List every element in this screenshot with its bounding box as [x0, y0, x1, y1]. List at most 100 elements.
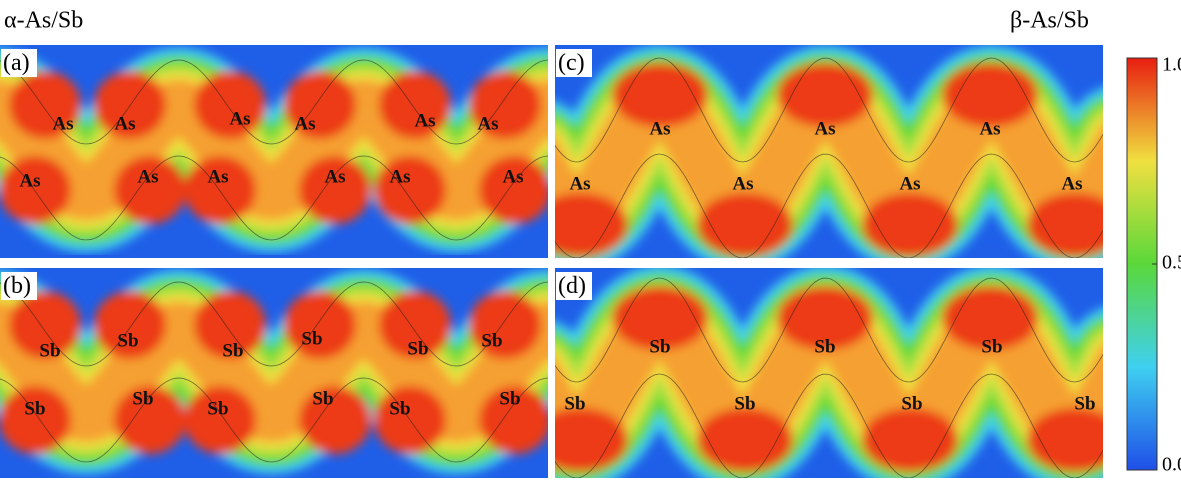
elf-lobe	[942, 286, 1038, 350]
atom-label: Sb	[901, 393, 922, 414]
elf-lobe	[194, 71, 266, 139]
atom-label: Sb	[734, 393, 755, 414]
elf-band	[0, 301, 548, 443]
elf-lobe	[942, 63, 1038, 127]
elf-lobe	[555, 408, 628, 472]
elf-lobe	[299, 386, 371, 454]
elf-lobe	[777, 286, 873, 350]
atom-label: As	[294, 113, 315, 134]
atom-label: As	[389, 166, 410, 187]
atom-label: Sb	[132, 388, 153, 409]
elf-lobe	[9, 291, 81, 359]
atom-label: As	[52, 113, 73, 134]
elf-lobe	[379, 71, 451, 139]
atom-label: Sb	[24, 398, 45, 419]
atom-label: Sb	[39, 340, 60, 361]
elf-lobe	[469, 71, 541, 139]
atom-label: As	[732, 173, 753, 194]
elf-lobe	[862, 193, 958, 257]
elf-lobe	[94, 291, 166, 359]
elf-panel	[0, 45, 548, 258]
atom-label: Sb	[481, 330, 502, 351]
atom-label: Sb	[222, 340, 243, 361]
atom-label: As	[229, 108, 250, 129]
panel-label-bg	[556, 272, 592, 300]
atom-label: Sb	[301, 328, 322, 349]
elf-lobe	[9, 71, 81, 139]
atom-label: As	[569, 173, 590, 194]
elf-lobe	[555, 193, 628, 257]
elf-lobe	[0, 156, 71, 224]
elf-panel	[555, 268, 1103, 478]
contour	[0, 281, 548, 367]
atom-label: Sb	[312, 388, 333, 409]
elf-lobe	[479, 386, 548, 454]
contour	[0, 377, 548, 463]
elf-lobe	[299, 156, 371, 224]
contour	[555, 153, 1103, 258]
panel-label: (d)	[558, 273, 586, 299]
elf-lobe	[379, 291, 451, 359]
atom-label: Sb	[117, 330, 138, 351]
elf-band	[0, 79, 548, 221]
atom-label: Sb	[1074, 393, 1095, 414]
elf-lobe	[862, 408, 958, 472]
atom-label: Sb	[389, 398, 410, 419]
elf-lobe	[184, 156, 256, 224]
atom-label: As	[814, 118, 835, 139]
elf-lobe	[284, 291, 356, 359]
atom-label: As	[19, 170, 40, 191]
atom-label: As	[1061, 173, 1082, 194]
elf-panel	[555, 45, 1103, 258]
panel-label-bg	[556, 49, 592, 77]
elf-lobe	[1027, 193, 1103, 257]
elf-map	[0, 269, 548, 475]
elf-lobe	[1027, 408, 1103, 472]
atom-label: Sb	[564, 393, 585, 414]
panel-label: (b)	[3, 273, 31, 299]
atom-label: As	[137, 166, 158, 187]
atom-label: As	[324, 166, 345, 187]
elf-lobe	[469, 291, 541, 359]
left-title: α-As/Sb	[4, 8, 83, 34]
elf-lobe	[194, 291, 266, 359]
contour	[555, 373, 1103, 478]
panel-label: (c)	[558, 50, 585, 76]
elf-lobe	[0, 386, 71, 454]
elf-panel	[0, 268, 548, 478]
elf-lobe	[612, 286, 708, 350]
elf-lobe	[374, 156, 446, 224]
elf-map	[0, 47, 548, 253]
elf-map	[555, 268, 1103, 478]
elf-lobe	[697, 193, 793, 257]
atom-label: As	[979, 118, 1000, 139]
atom-label: Sb	[814, 336, 835, 357]
contour	[555, 277, 1103, 383]
colorbar-tick-label: 0.5	[1162, 252, 1181, 274]
contour	[0, 155, 548, 241]
atom-label: As	[477, 113, 498, 134]
panel-label-bg	[1, 272, 37, 300]
atom-label: Sb	[649, 336, 670, 357]
contour	[555, 57, 1103, 163]
atom-label: As	[899, 173, 920, 194]
atom-label: As	[502, 166, 523, 187]
atom-label: As	[649, 118, 670, 139]
elf-lobe	[114, 156, 186, 224]
atom-label: As	[114, 113, 135, 134]
right-title: β-As/Sb	[1010, 8, 1089, 34]
elf-lobe	[284, 71, 356, 139]
elf-lobe	[697, 408, 793, 472]
contour	[0, 59, 548, 145]
elf-lobe	[114, 386, 186, 454]
atom-label: Sb	[207, 398, 228, 419]
colorbar-tick-label: 1.0	[1162, 54, 1181, 76]
elf-map	[555, 45, 1103, 258]
colorbar-tick-label: 0.0	[1162, 454, 1181, 476]
atom-label: Sb	[407, 338, 428, 359]
panel-label-bg	[1, 49, 37, 77]
atom-label: Sb	[499, 388, 520, 409]
atom-label: As	[207, 166, 228, 187]
elf-lobe	[184, 386, 256, 454]
